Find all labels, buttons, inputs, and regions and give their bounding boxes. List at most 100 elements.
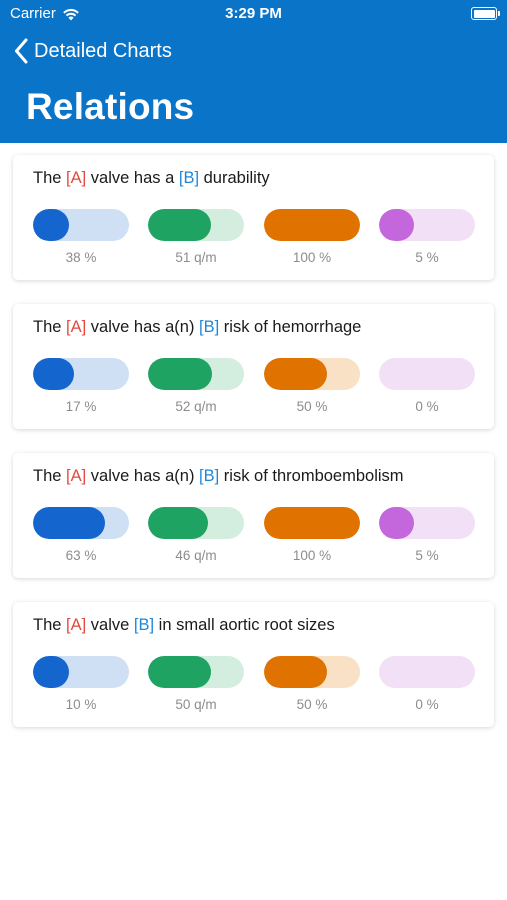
metric-label: 63 % [65, 548, 97, 563]
sentence-text: The [33, 616, 67, 634]
relation-sentence: The [A] valve has a [B] durability [33, 169, 270, 188]
navigation-header: Carrier 3:29 PM Detailed Charts Relation… [0, 0, 507, 143]
tag-a: [A] [66, 467, 87, 485]
metric-bar-green: 51 q/m [148, 209, 244, 265]
metric-bar-purple: 0 % [379, 358, 475, 414]
metric-label: 100 % [292, 250, 332, 265]
bar-fill [379, 209, 414, 241]
sentence-text: durability [199, 169, 270, 187]
bar-fill [148, 507, 208, 539]
bar-track [148, 656, 244, 688]
status-bar: Carrier 3:29 PM [0, 0, 507, 28]
metric-label: 5 % [415, 250, 439, 265]
relation-card-aortic-root: The [A] valve [B] in small aortic root s… [13, 602, 494, 727]
bar-fill [33, 656, 69, 688]
tag-a: [A] [66, 616, 87, 634]
relation-card-durability: The [A] valve has a [B] durability 38 % … [13, 155, 494, 280]
metric-bar-orange: 50 % [264, 656, 360, 712]
carrier-indicator: Carrier [10, 5, 80, 22]
metric-label: 5 % [415, 548, 439, 563]
sentence-text: The [33, 318, 67, 336]
tag-b: [B] [133, 616, 155, 634]
metric-label: 10 % [65, 697, 97, 712]
bar-track [264, 358, 360, 390]
clock: 3:29 PM [225, 5, 282, 22]
bar-fill [379, 507, 414, 539]
bar-track [33, 358, 129, 390]
metric-label: 38 % [65, 250, 97, 265]
metric-label: 52 q/m [175, 399, 217, 414]
bar-track [264, 209, 360, 241]
relation-sentence: The [A] valve [B] in small aortic root s… [33, 616, 335, 635]
bar-fill [148, 358, 212, 390]
metric-bar-green: 46 q/m [148, 507, 244, 563]
bar-fill [33, 209, 69, 241]
bar-fill [33, 358, 74, 390]
metric-bar-blue: 10 % [33, 656, 129, 712]
metric-bar-blue: 17 % [33, 358, 129, 414]
metric-label: 17 % [65, 399, 97, 414]
tag-a: [A] [66, 169, 87, 187]
sentence-text: risk of hemorrhage [219, 318, 362, 336]
battery-icon [471, 7, 500, 20]
bar-track [379, 358, 475, 390]
metric-label: 0 % [415, 697, 439, 712]
tag-b: [B] [178, 169, 200, 187]
relation-sentence: The [A] valve has a(n) [B] risk of hemor… [33, 318, 361, 337]
metric-bar-purple: 5 % [379, 507, 475, 563]
metric-bar-orange: 100 % [264, 507, 360, 563]
tag-b: [B] [199, 467, 220, 485]
metric-label: 50 % [296, 399, 328, 414]
bar-fill [264, 358, 327, 390]
sentence-text: valve has a(n) [86, 318, 200, 336]
bar-track [33, 656, 129, 688]
bar-track [148, 507, 244, 539]
bar-track [148, 209, 244, 241]
sentence-text: valve has a [86, 169, 179, 187]
relation-card-thromboembolism: The [A] valve has a(n) [B] risk of throm… [13, 453, 494, 578]
sentence-text: valve has a(n) [86, 467, 200, 485]
tag-b: [B] [199, 318, 220, 336]
back-button-label: Detailed Charts [34, 39, 172, 62]
bar-track [264, 507, 360, 539]
bar-track [379, 656, 475, 688]
tag-a: [A] [66, 318, 87, 336]
sentence-text: The [33, 169, 67, 187]
bar-track [379, 209, 475, 241]
back-button[interactable]: Detailed Charts [14, 38, 172, 64]
bar-fill [264, 507, 360, 539]
relation-card-hemorrhage: The [A] valve has a(n) [B] risk of hemor… [13, 304, 494, 429]
metric-bar-orange: 50 % [264, 358, 360, 414]
carrier-label: Carrier [10, 5, 56, 22]
sentence-text: The [33, 467, 67, 485]
page-title: Relations [26, 86, 195, 127]
metric-bar-blue: 38 % [33, 209, 129, 265]
metric-label: 50 q/m [175, 697, 217, 712]
metric-label: 50 % [296, 697, 328, 712]
metric-bar-purple: 5 % [379, 209, 475, 265]
sentence-text: risk of thromboembolism [219, 467, 404, 485]
bar-track [379, 507, 475, 539]
metric-label: 0 % [415, 399, 439, 414]
bar-fill [33, 507, 105, 539]
metric-bar-purple: 0 % [379, 656, 475, 712]
metric-label: 51 q/m [175, 250, 217, 265]
bar-track [148, 358, 244, 390]
bar-fill [148, 209, 211, 241]
bar-fill [264, 656, 327, 688]
bar-fill [148, 656, 211, 688]
wifi-icon [63, 8, 79, 20]
bar-track [33, 507, 129, 539]
relation-sentence: The [A] valve has a(n) [B] risk of throm… [33, 467, 404, 486]
metric-label: 100 % [292, 548, 332, 563]
sentence-text: valve [86, 616, 134, 634]
metric-bar-green: 50 q/m [148, 656, 244, 712]
bar-track [33, 209, 129, 241]
chevron-left-icon [15, 38, 28, 64]
bar-fill [264, 209, 360, 241]
metric-bar-green: 52 q/m [148, 358, 244, 414]
sentence-text: in small aortic root sizes [154, 616, 335, 634]
metric-bar-blue: 63 % [33, 507, 129, 563]
metric-label: 46 q/m [175, 548, 217, 563]
metric-bar-orange: 100 % [264, 209, 360, 265]
